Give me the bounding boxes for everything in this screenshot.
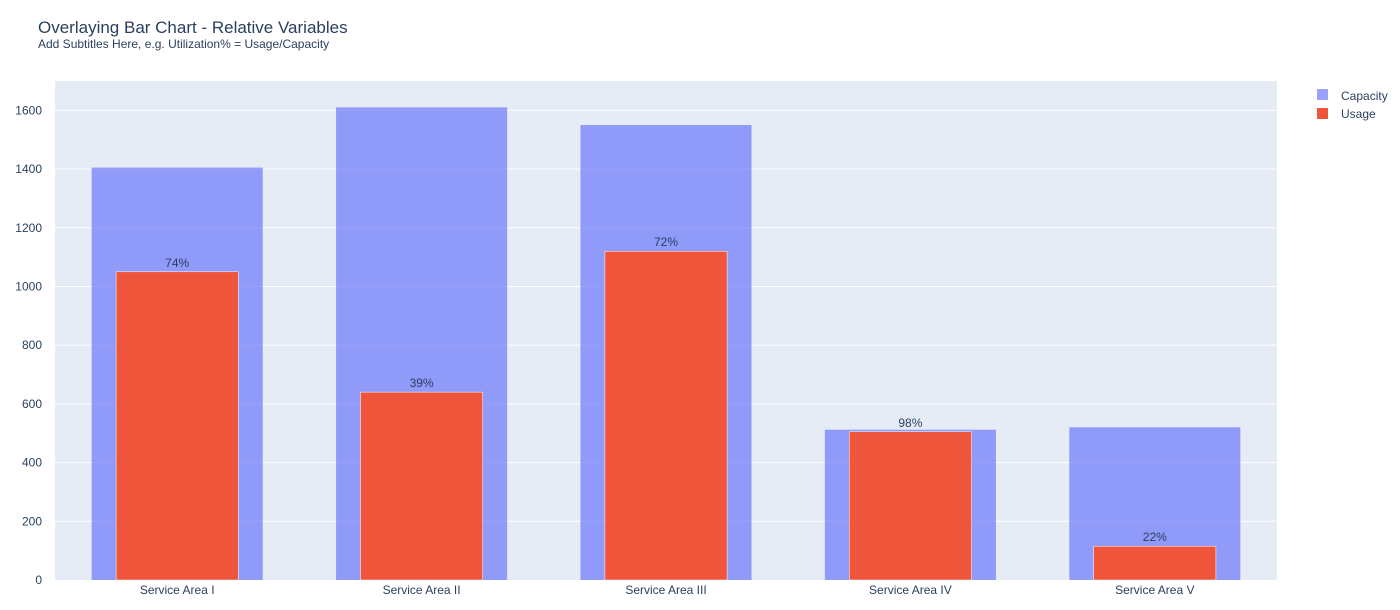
y-tick-label: 400	[22, 456, 42, 470]
chart-subtitle: Add Subtitles Here, e.g. Utilization% = …	[38, 37, 329, 51]
usage-data-label: 72%	[654, 235, 678, 249]
x-tick-label: Service Area V	[1115, 583, 1194, 597]
y-tick-label: 800	[22, 338, 42, 352]
legend-item-usage[interactable]: Usage	[1317, 107, 1376, 121]
usage-bar[interactable]	[115, 271, 239, 581]
legend-swatch-capacity	[1317, 89, 1328, 100]
y-tick-label: 200	[22, 514, 42, 528]
y-tick-label: 1400	[15, 162, 42, 176]
usage-bar[interactable]	[360, 391, 483, 581]
usage-bar[interactable]	[604, 250, 728, 581]
usage-bars	[115, 250, 1217, 581]
legend-label-usage: Usage	[1341, 107, 1376, 121]
x-tick-label: Service Area I	[140, 583, 215, 597]
x-tick-label: Service Area II	[383, 583, 461, 597]
usage-data-label: 39%	[410, 376, 434, 390]
y-tick-label: 1200	[15, 221, 42, 235]
x-tick-label: Service Area III	[625, 583, 706, 597]
y-axis-tick-labels: 0 200 400 600 800 1000 1200 1400 1600	[15, 103, 42, 587]
legend[interactable]: Capacity Usage	[1317, 89, 1388, 121]
y-tick-label: 1600	[15, 103, 42, 117]
chart-title: Overlaying Bar Chart - Relative Variable…	[38, 18, 348, 37]
legend-label-capacity: Capacity	[1341, 89, 1388, 103]
y-tick-label: 0	[35, 573, 42, 587]
y-tick-label: 600	[22, 397, 42, 411]
usage-data-label: 74%	[165, 256, 189, 270]
legend-swatch-usage	[1317, 108, 1328, 119]
x-axis-tick-labels: Service Area I Service Area II Service Are…	[140, 583, 1195, 597]
usage-bar[interactable]	[849, 431, 972, 581]
x-tick-label: Service Area IV	[869, 583, 952, 597]
usage-data-labels: 74% 39% 72% 98% 22%	[165, 235, 1167, 544]
usage-bar[interactable]	[1093, 545, 1217, 581]
legend-item-capacity[interactable]: Capacity	[1317, 89, 1388, 103]
usage-data-label: 22%	[1143, 530, 1167, 544]
y-tick-label: 1000	[15, 279, 42, 293]
usage-data-label: 98%	[898, 416, 922, 430]
